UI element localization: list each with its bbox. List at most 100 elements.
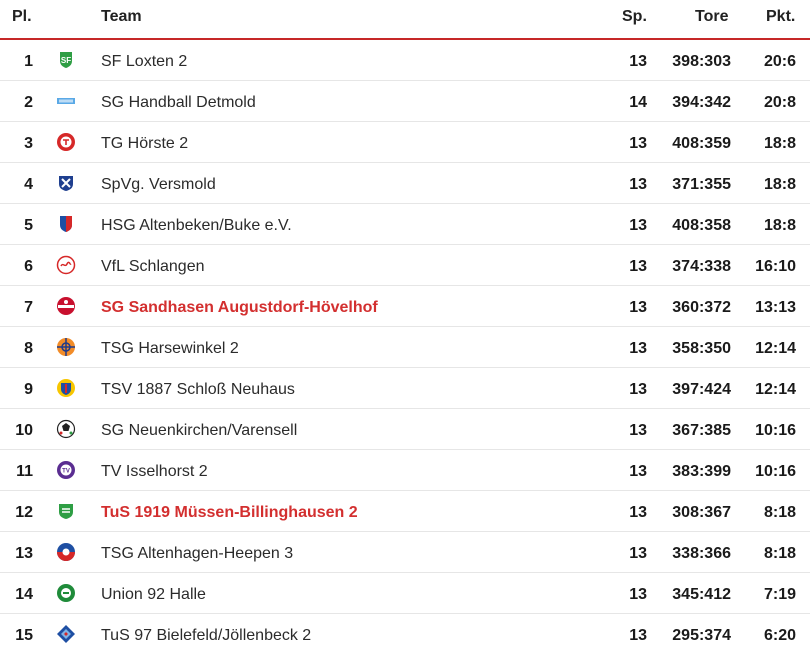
row-team-name[interactable]: TuS 97 Bielefeld/Jöllenbeck 2 bbox=[101, 627, 312, 644]
row-team-name[interactable]: TSV 1887 Schloß Neuhaus bbox=[101, 381, 295, 398]
purple-round-badge-icon: TV bbox=[56, 460, 76, 480]
row-games: 13 bbox=[629, 258, 647, 275]
red-snake-icon bbox=[56, 255, 76, 275]
table-row[interactable]: 11 TV TV Isselhorst 2 13 383:399 10:16 bbox=[0, 450, 810, 491]
table-row[interactable]: 8 TSG Harsewinkel 2 13 358:350 12:14 bbox=[0, 327, 810, 368]
row-team-name[interactable]: SpVg. Versmold bbox=[101, 176, 216, 193]
row-team-name[interactable]: TSG Harsewinkel 2 bbox=[101, 340, 239, 357]
row-games: 13 bbox=[629, 135, 647, 152]
row-games: 13 bbox=[629, 627, 647, 644]
blue-banner-icon bbox=[56, 91, 76, 111]
row-place: 5 bbox=[24, 217, 33, 234]
row-place: 7 bbox=[24, 299, 33, 316]
row-team-name[interactable]: HSG Altenbeken/Buke e.V. bbox=[101, 217, 292, 234]
row-points: 8:18 bbox=[763, 545, 796, 562]
header-points: Pkt. bbox=[766, 8, 796, 25]
row-place: 6 bbox=[24, 258, 33, 275]
red-crest-icon bbox=[56, 132, 76, 152]
green-shield-icon: SF bbox=[56, 50, 76, 70]
row-team-name[interactable]: TG Hörste 2 bbox=[101, 135, 189, 152]
row-place: 8 bbox=[24, 340, 33, 357]
row-points: 10:16 bbox=[755, 463, 796, 480]
row-place: 2 bbox=[24, 94, 33, 111]
row-goals: 408:359 bbox=[672, 135, 731, 152]
row-place: 12 bbox=[15, 504, 33, 521]
row-points: 18:8 bbox=[763, 176, 796, 193]
row-team-name[interactable]: SF Loxten 2 bbox=[101, 53, 188, 70]
row-place: 11 bbox=[16, 463, 33, 480]
table-row[interactable]: 2 SG Handball Detmold 14 394:342 20:8 bbox=[0, 81, 810, 122]
row-goals: 295:374 bbox=[672, 627, 731, 644]
row-games: 13 bbox=[629, 586, 647, 603]
table-row[interactable]: 1 SF SF Loxten 2 13 398:303 20:6 bbox=[0, 40, 810, 81]
row-team-name[interactable]: Union 92 Halle bbox=[101, 586, 206, 603]
row-goals: 397:424 bbox=[672, 381, 731, 398]
header-games: Sp. bbox=[622, 8, 647, 25]
table-row[interactable]: 7 SG Sandhasen Augustdorf-Hövelhof 13 360:3… bbox=[0, 286, 810, 327]
row-team-name[interactable]: SG Handball Detmold bbox=[101, 94, 256, 111]
row-team-name[interactable]: VfL Schlangen bbox=[101, 258, 205, 275]
svg-text:TV: TV bbox=[62, 469, 70, 475]
row-points: 20:6 bbox=[763, 53, 796, 70]
green-round-badge-icon bbox=[56, 583, 76, 603]
row-goals: 367:385 bbox=[672, 422, 731, 439]
green-heraldic-shield-icon bbox=[56, 501, 76, 521]
row-place: 15 bbox=[15, 627, 33, 644]
svg-text:SF: SF bbox=[61, 56, 71, 65]
row-games: 13 bbox=[629, 217, 647, 234]
row-games: 13 bbox=[629, 463, 647, 480]
table-row[interactable]: 3 TG Hörste 2 13 408:359 18:8 bbox=[0, 122, 810, 163]
row-team-name[interactable]: SG Sandhasen Augustdorf-Hövelhof bbox=[101, 299, 378, 316]
table-row[interactable]: 5 HSG Altenbeken/Buke e.V. 13 408:358 18:8 bbox=[0, 204, 810, 245]
row-place: 1 bbox=[24, 53, 33, 70]
red-round-badge-icon bbox=[56, 296, 76, 316]
row-games: 13 bbox=[629, 176, 647, 193]
header-team: Team bbox=[101, 8, 142, 25]
row-goals: 408:358 bbox=[672, 217, 731, 234]
table-row[interactable]: 4 SpVg. Versmold 13 371:355 18:8 bbox=[0, 163, 810, 204]
row-games: 13 bbox=[629, 340, 647, 357]
row-place: 9 bbox=[24, 381, 33, 398]
row-games: 13 bbox=[629, 504, 647, 521]
row-goals: 374:338 bbox=[672, 258, 731, 275]
row-goals: 338:366 bbox=[672, 545, 731, 562]
blue-red-shield-icon bbox=[56, 214, 76, 234]
header-goals: Tore bbox=[695, 8, 729, 25]
table-row[interactable]: 12 TuS 1919 Müssen-Billinghausen 2 13 308:3… bbox=[0, 491, 810, 532]
row-points: 18:8 bbox=[763, 135, 796, 152]
row-points: 16:10 bbox=[755, 258, 796, 275]
row-games: 13 bbox=[629, 545, 647, 562]
row-games: 13 bbox=[629, 299, 647, 316]
table-row[interactable]: 13 TSG Altenhagen-Heepen 3 13 338:366 8:18 bbox=[0, 532, 810, 573]
row-goals: 371:355 bbox=[672, 176, 731, 193]
table-body: 1 SF SF Loxten 2 13 398:303 20:6 2 SG Handball … bbox=[0, 40, 810, 655]
row-points: 7:19 bbox=[763, 586, 796, 603]
row-team-name[interactable]: SG Neuenkirchen/Varensell bbox=[101, 422, 298, 439]
table-row[interactable]: 9 TSV 1887 Schloß Neuhaus 13 397:424 12:14 bbox=[0, 368, 810, 409]
row-games: 13 bbox=[629, 381, 647, 398]
row-games: 14 bbox=[629, 94, 647, 111]
row-goals: 383:399 bbox=[672, 463, 731, 480]
row-team-name[interactable]: TV Isselhorst 2 bbox=[101, 463, 208, 480]
table-row[interactable]: 10 SG Neuenkirchen/Varensell 13 367:385 10:1… bbox=[0, 409, 810, 450]
row-goals: 345:412 bbox=[672, 586, 731, 603]
table-row[interactable]: 14 Union 92 Halle 13 345:412 7:19 bbox=[0, 573, 810, 614]
row-points: 6:20 bbox=[763, 627, 796, 644]
table-row[interactable]: 6 VfL Schlangen 13 374:338 16:10 bbox=[0, 245, 810, 286]
row-points: 12:14 bbox=[755, 340, 796, 357]
orange-ball-icon bbox=[56, 337, 76, 357]
blue-diamond-icon bbox=[56, 624, 76, 644]
table-row[interactable]: 15 TuS 97 Bielefeld/Jöllenbeck 2 13 295:374… bbox=[0, 614, 810, 655]
blue-red-ball-icon bbox=[56, 542, 76, 562]
row-team-name[interactable]: TSG Altenhagen-Heepen 3 bbox=[101, 545, 294, 562]
row-points: 20:8 bbox=[763, 94, 796, 111]
row-goals: 308:367 bbox=[672, 504, 731, 521]
header-place: Pl. bbox=[12, 8, 32, 25]
blue-cross-shield-icon bbox=[56, 173, 76, 193]
row-team-name[interactable]: TuS 1919 Müssen-Billinghausen 2 bbox=[101, 504, 358, 521]
row-goals: 398:303 bbox=[672, 53, 731, 70]
handball-icon bbox=[56, 419, 76, 439]
row-goals: 360:372 bbox=[672, 299, 731, 316]
row-points: 12:14 bbox=[755, 381, 796, 398]
